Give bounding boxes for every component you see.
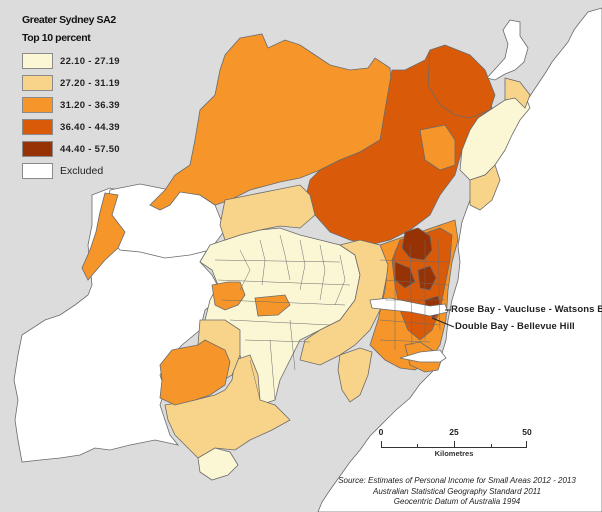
region-southwest-orange [159,339,231,406]
source-line-1: Source: Estimates of Personal Income for… [338,476,576,485]
harbour [369,297,449,317]
scale-tick-mark [381,441,382,448]
legend-item: 31.20 - 36.39 [22,94,120,116]
region-mid-orange-2 [254,294,291,317]
scale-bar: 0 25 50 Kilometres [378,427,532,467]
region-east-44 [401,227,433,261]
scale-tick-mark [526,441,527,448]
botany-bay [399,349,447,363]
scale-tick-0: 0 [378,427,384,437]
region-south-light [197,447,239,481]
legend-subtitle: Top 10 percent [22,32,91,44]
scale-tick-mark [454,441,455,448]
legend-label: 27.20 - 31.19 [60,77,120,89]
legend-swatch [22,53,53,69]
legend-item: 44.40 - 57.50 [22,138,120,160]
region-east-tan-2 [337,347,373,403]
region-southwest-tan [164,354,291,459]
legend-title: Greater Sydney SA2 [22,14,116,26]
region-north-coast-c [469,164,501,211]
legend-item: 36.40 - 44.39 [22,116,120,138]
legend-swatch [22,141,53,157]
source-note: Source: Estimates of Personal Income for… [322,476,592,508]
estuary-hawkesbury [486,19,529,81]
legend-item: Excluded [22,160,120,182]
scale-tick-mark [491,444,492,448]
callout-double-bay: Double Bay - Bellevue Hill [455,321,575,332]
sea [317,7,602,512]
legend: Greater Sydney SA2 Top 10 percent 22.10 … [22,14,120,182]
region-mid-orange-1 [211,281,246,311]
legend-label: 22.10 - 27.19 [60,55,120,67]
region-west-orange [81,192,126,281]
source-line-3: Geocentric Datum of Australia 1994 [393,497,521,506]
legend-item: 22.10 - 27.19 [22,50,120,72]
region-north-orange [419,124,456,171]
legend-label: 36.40 - 44.39 [60,121,120,133]
region-north-coast-b [504,77,531,109]
scale-tick-mark [417,444,418,448]
legend-label: Excluded [60,165,104,177]
scale-unit: Kilometres [434,449,474,458]
legend-label: 31.20 - 36.39 [60,99,120,111]
legend-label: 44.40 - 57.50 [60,143,120,155]
legend-item: 27.20 - 31.19 [22,72,120,94]
region-west-tan [219,184,316,241]
callout-rose-bay: Rose Bay - Vaucluse - Watsons Bay [451,304,602,315]
sa2-boundaries [214,234,451,401]
source-line-2: Australian Statistical Geography Standar… [373,486,541,496]
legend-swatch [22,163,53,179]
legend-swatch [22,97,53,113]
region-northwest [149,33,393,211]
region-central-light [199,227,361,406]
scale-tick-25: 25 [449,427,459,437]
legend-swatch [22,119,53,135]
legend-swatch [22,75,53,91]
scale-tick-50: 50 [522,427,532,437]
